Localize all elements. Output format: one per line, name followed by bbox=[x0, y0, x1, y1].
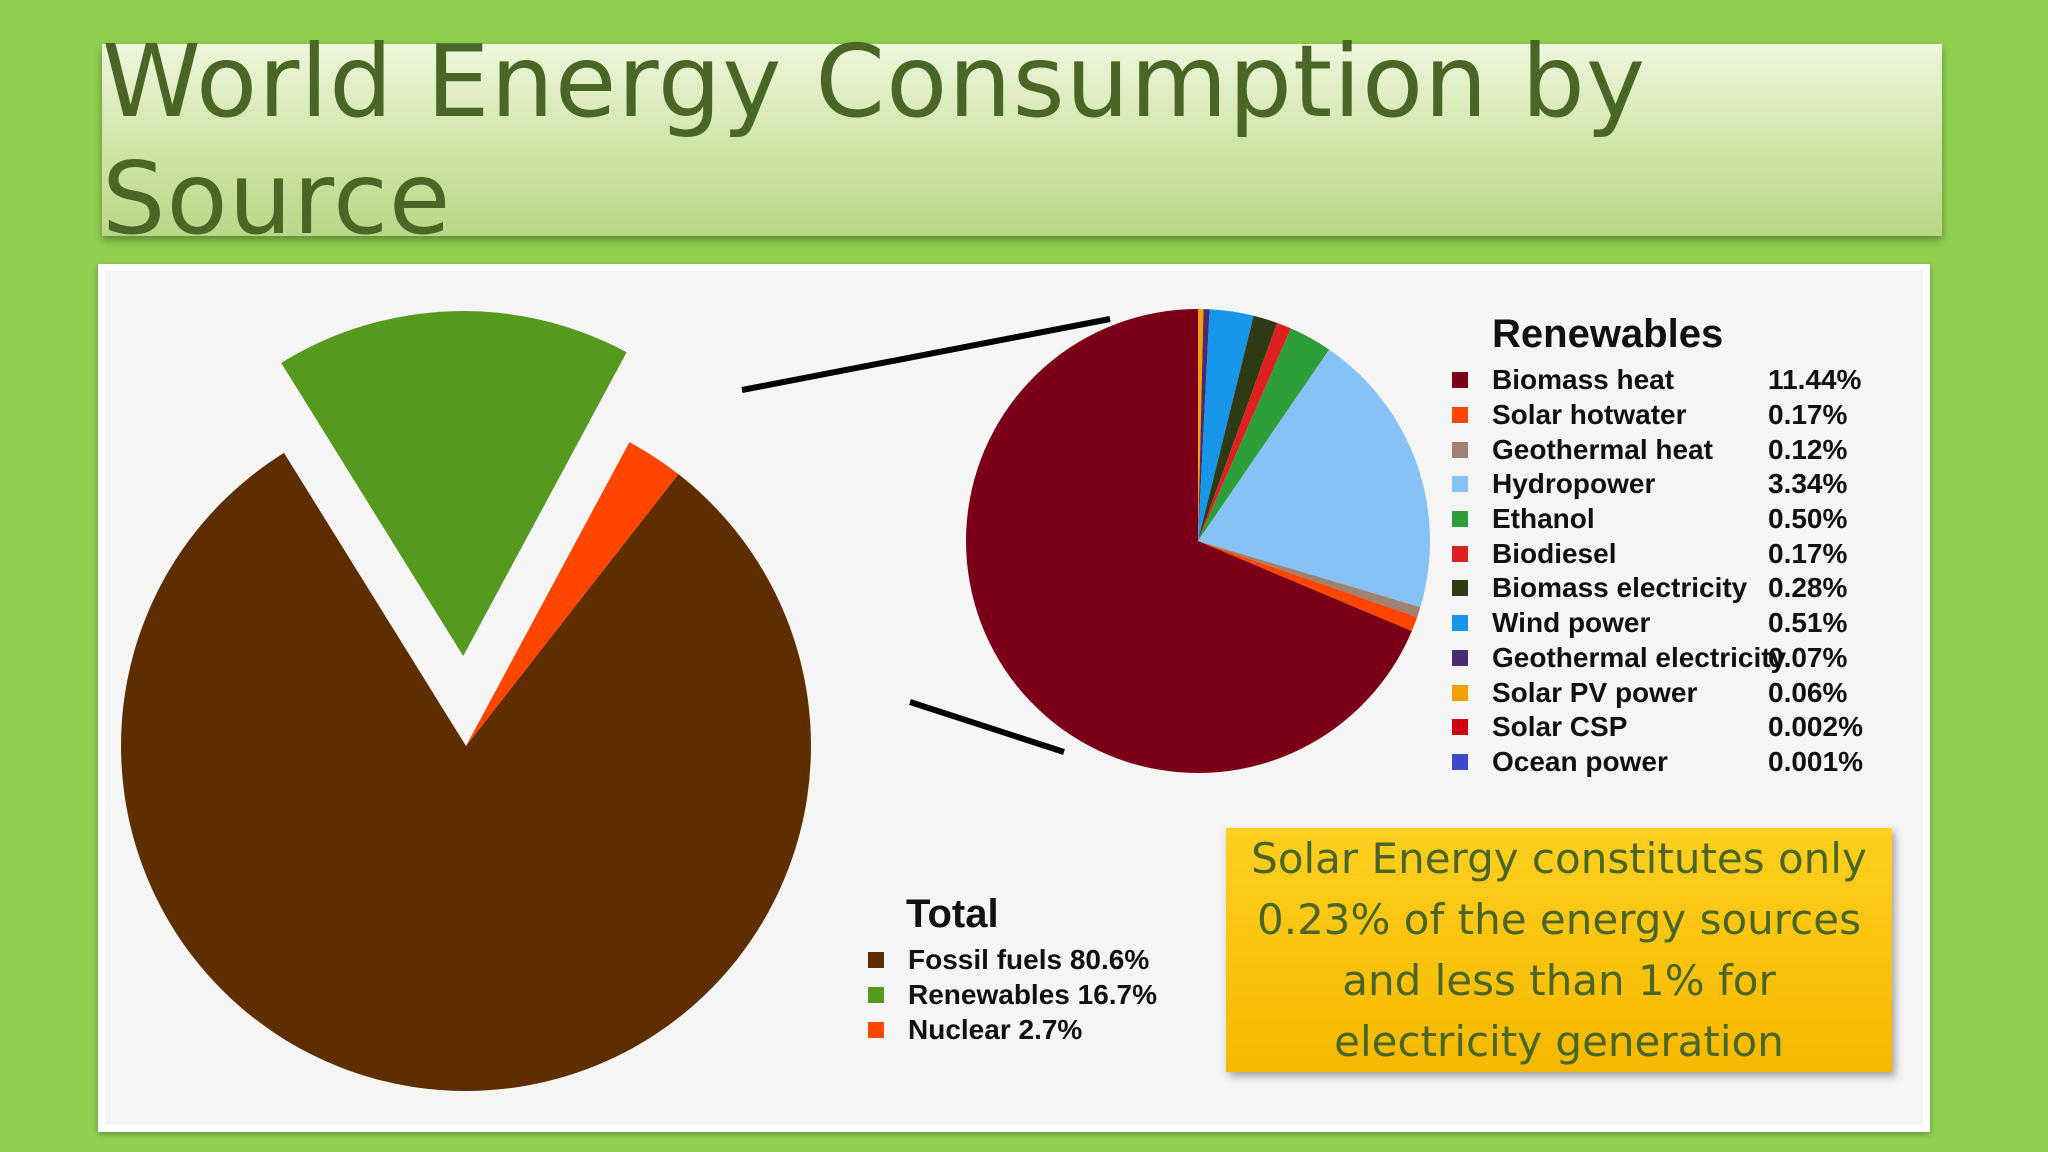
renewables-legend-entry-ocean-power: Ocean power 0.001% bbox=[1452, 745, 1863, 780]
renewables-slice-biomass-heat bbox=[966, 309, 1412, 774]
total-pie bbox=[120, 311, 811, 1092]
solar-callout-box: Solar Energy constitutes only 0.23% of t… bbox=[1226, 828, 1892, 1072]
renewables-legend-entry-biomass-heat: Biomass heat 11.44% bbox=[1452, 363, 1863, 398]
renewables-legend-entry-solar-pv-power: Solar PV power 0.06% bbox=[1452, 675, 1863, 710]
total-legend-entry-nuclear: Nuclear 2.7% bbox=[868, 1012, 1157, 1047]
renewables-legend: Renewables Biomass heat 11.44% Solar hotwa… bbox=[1452, 312, 1863, 779]
total-legend-title: Total bbox=[906, 892, 999, 936]
total-legend: Total Fossil fuels 80.6% Renewables 16.7%… bbox=[868, 892, 1157, 1047]
renewables-legend-entry-wind-power: Wind power 0.51% bbox=[1452, 606, 1863, 641]
slide-title: World Energy Consumption by Source bbox=[102, 23, 1646, 257]
legend-swatch bbox=[1452, 372, 1468, 389]
legend-swatch bbox=[1452, 511, 1468, 528]
legend-label: Wind power bbox=[1492, 607, 1651, 639]
legend-swatch bbox=[868, 952, 884, 969]
renewables-slice-solar-pv-power bbox=[1198, 309, 1204, 541]
renewables-legend-entry-geothermal-electricity: Geothermal electricity 0.07% bbox=[1452, 641, 1863, 676]
legend-value: 11.44% bbox=[1768, 364, 1862, 396]
legend-value: 3.34% bbox=[1768, 468, 1848, 500]
legend-label: Biomass electricity bbox=[1492, 572, 1748, 604]
legend-value: 0.17% bbox=[1768, 399, 1848, 431]
renewables-slice-ethanol bbox=[1198, 328, 1330, 541]
renewables-legend-title: Renewables bbox=[1492, 312, 1724, 356]
legend-value: 0.17% bbox=[1768, 537, 1848, 569]
legend-label: Solar PV power bbox=[1492, 676, 1698, 708]
legend-value: 0.51% bbox=[1768, 607, 1848, 639]
legend-label: Biodiesel bbox=[1492, 537, 1617, 569]
renewables-legend-entry-biodiesel: Biodiesel 0.17% bbox=[1452, 536, 1863, 571]
renewables-legend-entry-biomass-electricity: Biomass electricity 0.28% bbox=[1452, 571, 1863, 606]
legend-swatch bbox=[1452, 580, 1468, 597]
legend-label: Ethanol bbox=[1492, 503, 1595, 535]
legend-label: Solar hotwater bbox=[1492, 399, 1687, 431]
renewables-legend-entry-solar-hotwater: Solar hotwater 0.17% bbox=[1452, 398, 1863, 433]
title-banner: World Energy Consumption by Source bbox=[102, 23, 1942, 257]
renewables-legend-entry-solar-csp: Solar CSP 0.002% bbox=[1452, 710, 1863, 745]
legend-swatch bbox=[1452, 649, 1468, 666]
legend-swatch bbox=[1452, 753, 1468, 770]
legend-label: Ocean power bbox=[1492, 745, 1668, 777]
legend-value: 0.002% bbox=[1768, 711, 1863, 743]
callout-line: and less than 1% for bbox=[1342, 956, 1776, 1005]
connector-line-bottom bbox=[909, 699, 1065, 755]
legend-label: Solar CSP bbox=[1492, 711, 1628, 743]
callout-line: 0.23% of the energy sources bbox=[1257, 895, 1861, 944]
connector-line-top bbox=[741, 316, 1111, 393]
legend-label: Nuclear 2.7% bbox=[908, 1013, 1083, 1045]
total-slice-nuclear bbox=[466, 442, 679, 746]
legend-swatch bbox=[1452, 615, 1468, 632]
legend-swatch bbox=[1452, 684, 1468, 701]
legend-swatch bbox=[1452, 407, 1468, 424]
legend-swatch bbox=[1452, 545, 1468, 562]
renewables-legend-entry-geothermal-heat: Geothermal heat 0.12% bbox=[1452, 432, 1863, 467]
legend-swatch bbox=[1452, 476, 1468, 493]
renewables-slice-geothermal-electricity bbox=[1198, 309, 1210, 541]
renewables-pie bbox=[966, 308, 1431, 774]
legend-swatch bbox=[868, 1021, 884, 1038]
renewables-slice-hydropower bbox=[1198, 349, 1431, 608]
legend-value: 0.001% bbox=[1768, 745, 1863, 777]
renewables-slice-wind-power bbox=[1198, 309, 1254, 541]
legend-swatch bbox=[1452, 441, 1468, 458]
renewables-slice-solar-hotwater bbox=[1198, 541, 1418, 632]
total-legend-entry-renewables: Renewables 16.7% bbox=[868, 978, 1157, 1013]
callout-text: Solar Energy constitutes only 0.23% of t… bbox=[1251, 828, 1867, 1072]
legend-label: Geothermal electricity bbox=[1492, 641, 1787, 673]
legend-label: Hydropower bbox=[1492, 468, 1656, 500]
legend-swatch bbox=[868, 987, 884, 1004]
legend-label: Renewables 16.7% bbox=[908, 979, 1158, 1011]
callout-line: Solar Energy constitutes only bbox=[1251, 834, 1867, 883]
total-slice-fossil-fuels bbox=[120, 452, 811, 1092]
renewables-slice-biodiesel bbox=[1198, 322, 1291, 541]
renewables-legend-entry-hydropower: Hydropower 3.34% bbox=[1452, 467, 1863, 502]
legend-swatch bbox=[1452, 719, 1468, 736]
legend-label: Fossil fuels 80.6% bbox=[908, 944, 1150, 976]
legend-value: 0.50% bbox=[1768, 503, 1848, 535]
renewables-slice-biomass-electricity bbox=[1198, 315, 1278, 541]
legend-value: 0.28% bbox=[1768, 572, 1848, 604]
callout-line: electricity generation bbox=[1334, 1017, 1784, 1066]
legend-value: 0.07% bbox=[1768, 641, 1848, 673]
legend-label: Biomass heat bbox=[1492, 364, 1675, 396]
total-legend-entry-fossil-fuels: Fossil fuels 80.6% bbox=[868, 943, 1157, 978]
renewables-slice-geothermal-heat bbox=[1198, 541, 1421, 618]
legend-value: 0.06% bbox=[1768, 676, 1848, 708]
renewables-legend-entry-ethanol: Ethanol 0.50% bbox=[1452, 502, 1863, 537]
total-slice-renewables bbox=[281, 311, 627, 657]
legend-label: Geothermal heat bbox=[1492, 433, 1713, 465]
legend-value: 0.12% bbox=[1768, 433, 1848, 465]
